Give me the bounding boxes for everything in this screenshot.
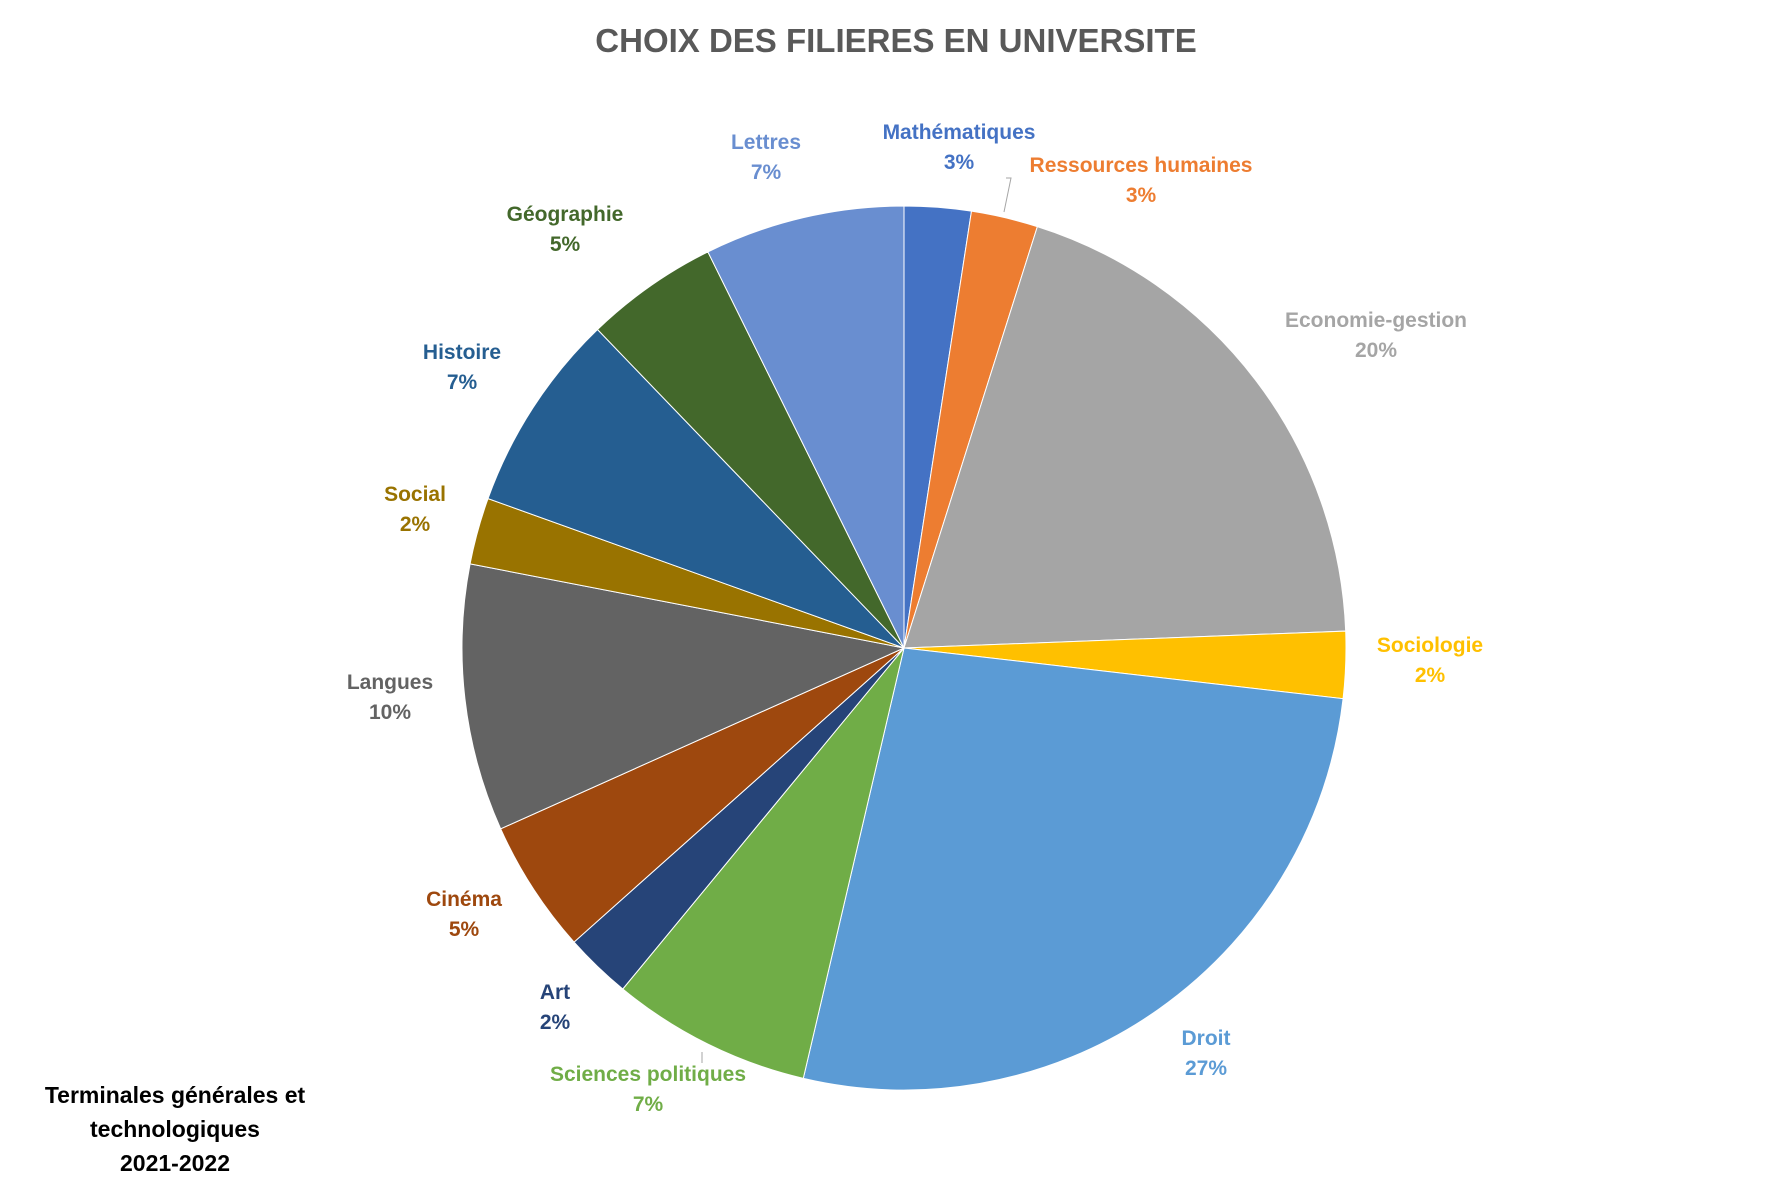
leader-lines: [701, 177, 1012, 1063]
slice-label-value: 2%: [400, 513, 431, 536]
slice-label-droit: Droit 27%: [1182, 1027, 1231, 1080]
slice-label-economie-gestion: Economie-gestion 20%: [1285, 309, 1467, 362]
slice-label-mathematiques: Mathématiques 3%: [883, 121, 1036, 174]
slice-label-name: Sociologie: [1377, 634, 1483, 657]
slice-label-value: 2%: [1415, 664, 1446, 687]
slice-label-value: 27%: [1185, 1057, 1227, 1080]
slice-label-art: Art 2%: [540, 981, 571, 1034]
slice-label-name: Cinéma: [426, 888, 502, 911]
slice-label-name: Ressources humaines: [1030, 154, 1253, 177]
pie-slice-droit: [802, 647, 1344, 1091]
footnote: Terminales générales et technologiques 2…: [20, 1078, 330, 1180]
footnote-line-2: technologiques: [90, 1116, 260, 1142]
slice-label-name: Droit: [1182, 1027, 1231, 1050]
slice-label-value: 3%: [944, 151, 975, 174]
slice-label-value: 20%: [1355, 339, 1397, 362]
leader-line: [1003, 177, 1012, 213]
pie-slice-lettres: [707, 205, 905, 649]
slice-label-social: Social 2%: [384, 483, 446, 536]
footnote-line-3: 2021-2022: [120, 1150, 230, 1176]
slice-label-value: 7%: [751, 161, 782, 184]
slice-label-sociologie: Sociologie 2%: [1377, 634, 1483, 687]
pie-slice-sciences-politiques: [622, 647, 905, 1079]
pie-slice-langues: [461, 563, 906, 830]
pie-slice-economie-gestion: [903, 225, 1347, 649]
pie-slice-histoire: [487, 328, 905, 649]
slice-label-value: 5%: [449, 918, 480, 941]
pie-slices: [461, 205, 1347, 1091]
slice-label-name: Sciences politiques: [550, 1063, 746, 1086]
slice-label-sciences-politiques: Sciences politiques 7%: [550, 1063, 746, 1116]
slice-label-name: Géographie: [507, 203, 624, 226]
slice-label-geographie: Géographie 5%: [507, 203, 624, 256]
slice-label-name: Mathématiques: [883, 121, 1036, 144]
slice-labels: Mathématiques 3% Ressources humaines 3% Econ…: [347, 121, 1483, 1116]
slice-label-name: Lettres: [731, 131, 801, 154]
slice-label-value: 5%: [550, 233, 581, 256]
footnote-line-1: Terminales générales et: [44, 1082, 306, 1108]
slice-label-value: 7%: [447, 371, 478, 394]
slice-label-name: Social: [384, 483, 446, 506]
slice-label-value: 7%: [633, 1093, 664, 1116]
slice-label-value: 3%: [1126, 184, 1157, 207]
slice-label-value: 10%: [369, 701, 411, 724]
slice-label-value: 2%: [540, 1011, 571, 1034]
slice-label-langues: Langues 10%: [347, 671, 433, 724]
slice-label-lettres: Lettres 7%: [731, 131, 801, 184]
slice-label-cinema: Cinéma 5%: [426, 888, 502, 941]
slice-label-histoire: Histoire 7%: [423, 341, 501, 394]
chart-title: CHOIX DES FILIERES EN UNIVERSITE: [595, 22, 1197, 59]
slice-label-name: Art: [540, 981, 570, 1004]
slice-label-name: Histoire: [423, 341, 501, 364]
slice-label-ressources-humaines: Ressources humaines 3%: [1030, 154, 1253, 207]
slice-label-name: Economie-gestion: [1285, 309, 1467, 332]
slice-label-name: Langues: [347, 671, 433, 694]
